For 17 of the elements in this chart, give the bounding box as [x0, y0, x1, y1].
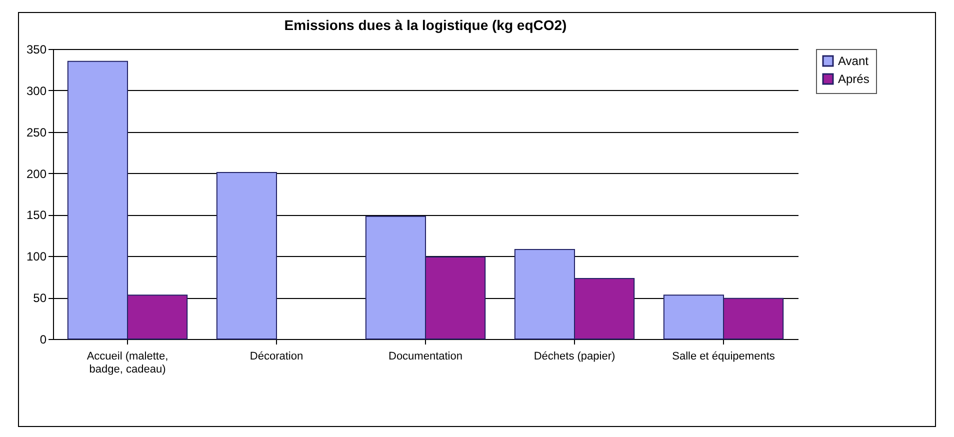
y-tick-label: 150 [26, 208, 47, 222]
y-tick-label: 200 [26, 166, 47, 181]
y-tick-label: 100 [26, 250, 47, 264]
y-tick-label: 50 [33, 291, 47, 306]
legend-label: Aprés [838, 72, 870, 86]
x-tick-label: Accueil (malette, badge, cadeau) [86, 350, 168, 376]
y-tick-label: 0 [40, 332, 47, 346]
x-tick-label: Déchets (papier) [534, 350, 616, 362]
chart-title: Emissions dues à la logistique (kg eqCO2) [284, 17, 567, 33]
y-tick-label: 300 [26, 84, 47, 98]
x-tick-label: Décoration [250, 350, 304, 362]
x-tick-label: Documentation [388, 350, 462, 362]
y-tick-label: 350 [26, 42, 47, 56]
x-tick-label: Salle et équipements [672, 350, 776, 362]
bar [216, 172, 277, 340]
y-tick-label: 250 [26, 125, 47, 140]
legend-label: Avant [838, 54, 870, 68]
